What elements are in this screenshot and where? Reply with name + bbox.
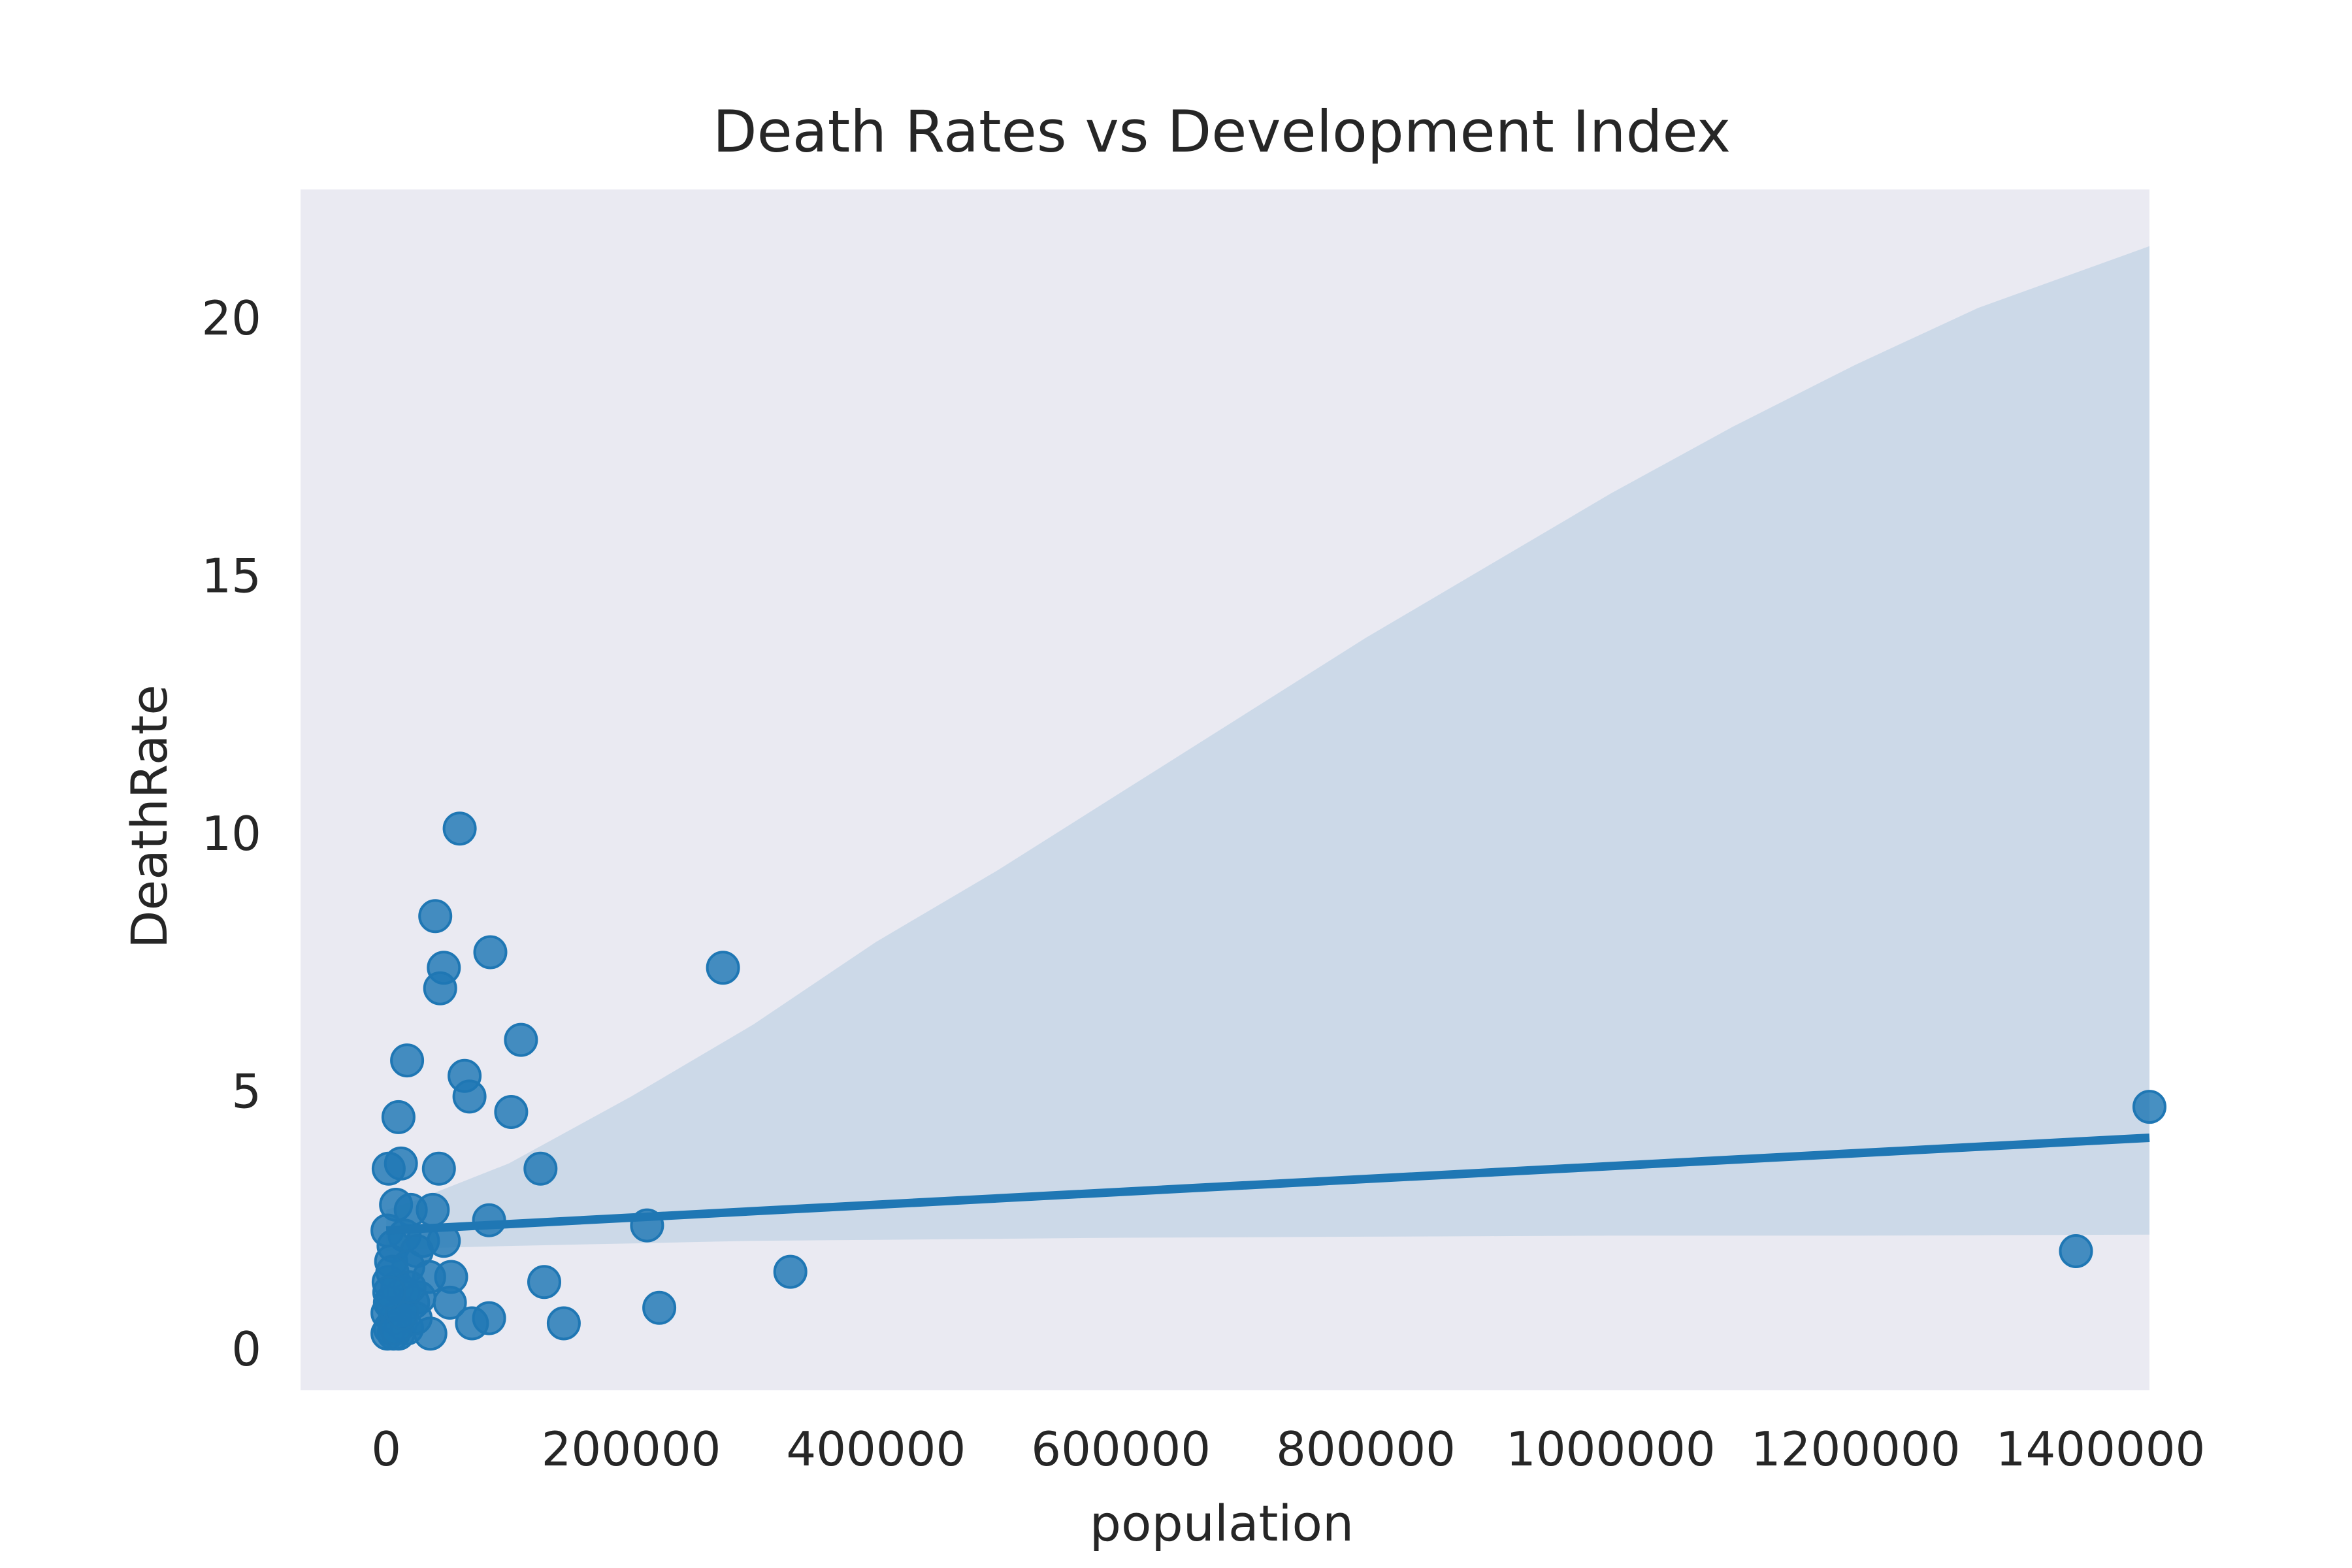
confidence-band-layer bbox=[386, 246, 2150, 1251]
data-point bbox=[546, 1306, 581, 1341]
chart-title: Death Rates vs Development Index bbox=[713, 98, 1731, 165]
x-tick-label: 400000 bbox=[786, 1422, 966, 1477]
regression-line-layer bbox=[385, 1133, 2150, 1235]
y-tick-labels: 0 5 10 15 20 bbox=[201, 291, 261, 1377]
x-tick-label: 1000000 bbox=[1506, 1422, 1716, 1477]
data-point bbox=[2132, 1090, 2166, 1124]
data-point bbox=[642, 1290, 677, 1325]
data-point bbox=[390, 1043, 425, 1078]
x-tick-label: 200000 bbox=[542, 1422, 721, 1477]
regression-line bbox=[385, 1133, 2150, 1235]
x-tick-label: 1200000 bbox=[1751, 1422, 1961, 1477]
y-tick-label: 0 bbox=[231, 1322, 261, 1377]
data-point bbox=[371, 1151, 406, 1186]
data-point bbox=[416, 1192, 450, 1227]
data-point bbox=[494, 1095, 529, 1129]
data-point bbox=[773, 1254, 808, 1289]
data-point bbox=[523, 1151, 558, 1186]
data-point bbox=[433, 1285, 467, 1320]
x-tick-labels: 0 200000 400000 600000 800000 1000000 1200000 1… bbox=[371, 1422, 2205, 1477]
x-tick-label: 0 bbox=[371, 1422, 401, 1477]
y-axis-label: DeathRate bbox=[120, 685, 178, 949]
confidence-band bbox=[386, 246, 2150, 1251]
data-point bbox=[527, 1265, 561, 1299]
data-point bbox=[381, 1100, 416, 1134]
y-tick-label: 20 bbox=[201, 291, 261, 346]
data-point bbox=[473, 935, 508, 970]
data-point bbox=[418, 899, 453, 934]
x-axis-label: population bbox=[1090, 1494, 1354, 1552]
y-tick-label: 5 bbox=[231, 1064, 261, 1119]
data-point bbox=[372, 1275, 406, 1310]
data-point bbox=[423, 971, 457, 1005]
y-tick-label: 10 bbox=[201, 806, 261, 861]
x-tick-label: 1400000 bbox=[1996, 1422, 2206, 1477]
data-point bbox=[442, 811, 477, 846]
data-point bbox=[452, 1079, 487, 1114]
x-tick-label: 800000 bbox=[1276, 1422, 1456, 1477]
data-point bbox=[2059, 1234, 2093, 1268]
x-tick-label: 600000 bbox=[1031, 1422, 1211, 1477]
data-point bbox=[472, 1203, 506, 1237]
data-point bbox=[504, 1022, 538, 1057]
data-point bbox=[421, 1151, 456, 1186]
data-point bbox=[455, 1306, 489, 1341]
y-tick-label: 15 bbox=[201, 549, 261, 604]
data-point bbox=[706, 951, 740, 985]
points-layer bbox=[370, 811, 2166, 1351]
